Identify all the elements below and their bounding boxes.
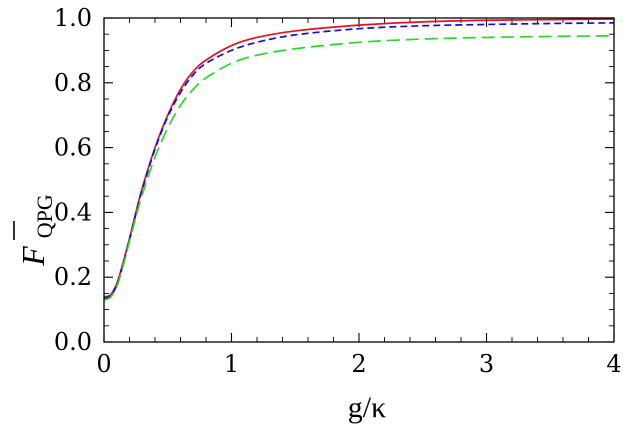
y-axis-title: F QPG bbox=[13, 194, 57, 267]
y-axis-title-symbol: F bbox=[15, 246, 51, 267]
y-tick-label: 0.4 bbox=[54, 198, 92, 226]
svg-text:F QPG: F QPG bbox=[15, 194, 57, 267]
x-tick-label: 4 bbox=[606, 350, 621, 378]
x-tick-label: 1 bbox=[224, 350, 239, 378]
y-tick-label: 0.2 bbox=[54, 263, 92, 291]
tick-labels-layer: 0 1 2 3 4 0.0 0.2 0.4 0.6 0.8 1.0 bbox=[54, 4, 622, 378]
series-layer bbox=[103, 18, 615, 301]
ticks-layer bbox=[103, 17, 615, 343]
series-line-3 bbox=[103, 34, 615, 301]
x-tick-label: 2 bbox=[351, 350, 366, 378]
plot-frame bbox=[103, 17, 615, 343]
x-tick-label: 3 bbox=[479, 350, 494, 378]
y-tick-label: 0.6 bbox=[54, 134, 92, 162]
y-tick-label: 1.0 bbox=[54, 4, 92, 32]
y-axis-title-subscript: QPG bbox=[32, 194, 57, 238]
y-tick-label: 0.0 bbox=[54, 328, 92, 356]
y-tick-label: 0.8 bbox=[54, 69, 92, 97]
series-line-1 bbox=[103, 18, 615, 298]
x-axis-title: g/κ bbox=[348, 391, 386, 424]
series-line-2 bbox=[103, 22, 615, 300]
x-tick-label: 0 bbox=[96, 350, 111, 378]
